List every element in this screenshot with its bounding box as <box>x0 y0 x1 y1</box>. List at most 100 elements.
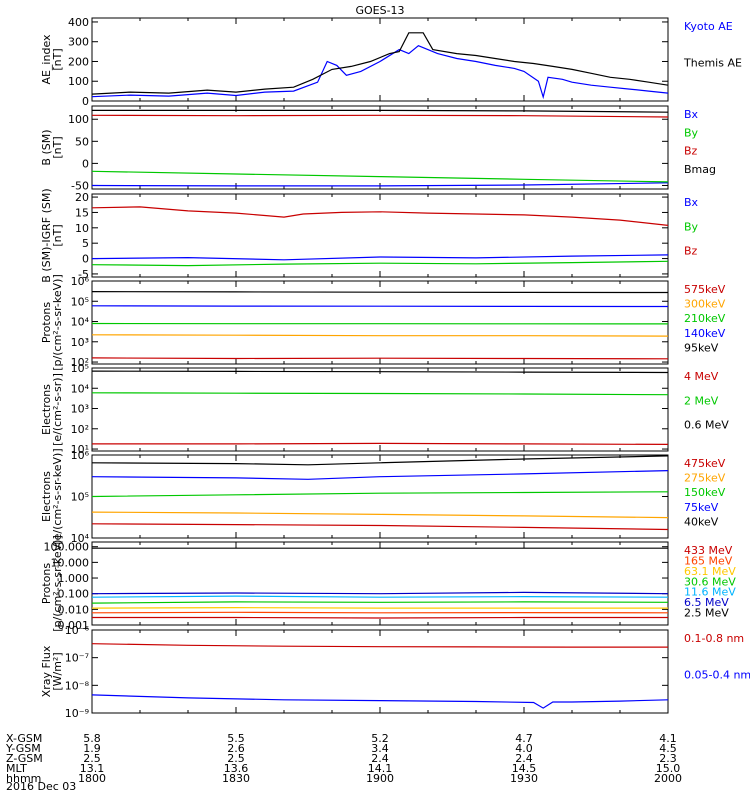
y-tick-label: 20 <box>75 191 89 204</box>
series-line-themis-ae <box>91 32 669 95</box>
footer-value: 2.5 <box>83 752 101 765</box>
legend-entry: 475keV <box>684 457 726 470</box>
chart-title: GOES-13 <box>355 4 404 17</box>
y-tick-label: 10³ <box>71 336 89 349</box>
legend-entry: 30.6 MeV <box>684 575 736 588</box>
y-tick-label: 10⁵ <box>71 362 89 375</box>
series-line-475kev <box>91 523 669 531</box>
series-line-30-6-mev <box>91 601 669 604</box>
series-line-by <box>91 260 669 267</box>
footer-value: 1.9 <box>83 742 101 755</box>
footer-value: 1830 <box>222 772 250 785</box>
series-line-95kev <box>91 291 669 294</box>
y-tick-label: -5 <box>78 268 89 281</box>
y-tick-label: 10⁵ <box>71 491 89 504</box>
y-tick-label: 100.000 <box>44 541 90 554</box>
y-tick-label: 10² <box>71 423 89 436</box>
y-tick-label: 100 <box>68 113 89 126</box>
y-tick-label: 10⁴ <box>71 382 90 395</box>
y-tick-label: 10⁶ <box>71 449 90 462</box>
y-axis-label: AE_index <box>40 34 53 85</box>
footer-row-name: MLT <box>6 762 27 775</box>
legend-entry: 0.6 MeV <box>684 419 729 432</box>
series-line-by <box>91 170 669 183</box>
series-line-kyoto-ae <box>91 45 669 100</box>
y-tick-label: 0.010 <box>58 603 90 616</box>
series-line-6-5-mev <box>91 591 669 595</box>
y-tick-label: -50 <box>71 179 89 192</box>
y-tick-label: 50 <box>75 135 89 148</box>
y-axis-label: [p/(cm²-s-sr-keV)] <box>51 274 64 371</box>
footer-value: 3.4 <box>371 742 389 755</box>
y-axis-label: [nT] <box>51 224 64 246</box>
footer-value: 4.1 <box>659 732 677 745</box>
footer-value: 1900 <box>366 772 394 785</box>
legend-entry: 6.5 MeV <box>684 596 729 609</box>
panel-7: 0.001 0.010 0.100 1.000 10.000 100.000 Protons… <box>40 535 736 632</box>
y-tick-label: 10⁴ <box>71 532 90 545</box>
footer-value: 15.0 <box>656 762 681 775</box>
y-tick-label: 0 <box>82 157 89 170</box>
legend-entry: Bx <box>684 196 699 209</box>
legend-entry: 150keV <box>684 486 726 499</box>
series-line-bx <box>91 254 669 261</box>
panel-6: 10⁴ 10⁵ 10⁶ Electrons[e/(cm²-s-sr-keV)] 475k… <box>40 448 726 545</box>
footer-value: 4.0 <box>515 742 533 755</box>
y-axis-label: Electrons <box>40 471 53 522</box>
y-axis-label: B (SM) <box>40 129 53 165</box>
series-line-40kev <box>91 455 669 466</box>
legend-entry: Bz <box>684 245 698 258</box>
y-tick-label: 15 <box>75 206 89 219</box>
series-line-bmag <box>92 109 669 113</box>
legend-entry: 210keV <box>684 312 726 325</box>
legend-entry: 95keV <box>684 341 719 354</box>
legend-entry: 300keV <box>684 298 726 311</box>
y-tick-label: 1.000 <box>58 572 90 585</box>
series-line-2-mev <box>91 392 669 396</box>
legend-entry: 75keV <box>684 501 719 514</box>
y-tick-label: 200 <box>68 55 89 68</box>
date-label: 2016 Dec 03 <box>6 780 76 793</box>
footer-value: 13.1 <box>80 762 105 775</box>
series-line-11-6-mev <box>91 595 669 598</box>
footer-value: 2.3 <box>659 752 677 765</box>
y-axis-label: Protons <box>40 302 53 343</box>
series-line-bx <box>91 182 669 187</box>
y-tick-label: 300 <box>68 36 89 49</box>
panel-frame <box>91 193 669 278</box>
y-tick-label: 10 <box>75 222 89 235</box>
legend-entry: 2 MeV <box>684 394 719 407</box>
series-line-75kev <box>91 470 669 480</box>
series-line-0-6-mev <box>91 370 669 374</box>
legend-entry: Bx <box>684 108 699 121</box>
series-line-0-05-0-4-nm <box>91 694 669 709</box>
footer-value: 1800 <box>78 772 106 785</box>
series-line-300kev <box>91 334 669 337</box>
y-axis-label: [nT] <box>51 136 64 158</box>
y-axis-label: [W/m²] <box>51 652 64 690</box>
y-tick-label: 0.100 <box>58 588 90 601</box>
y-tick-label: 10⁴ <box>71 316 90 329</box>
y-axis-label: [p/(cm²-s-sr-keV)] <box>51 535 64 632</box>
panel-5: 10¹ 10² 10³ 10⁴ 10⁵ Electrons[e/(cm²-s-sr)] 4 … <box>40 362 729 456</box>
series-line-bz <box>91 114 669 118</box>
panel-4: 10² 10³ 10⁴ 10⁵ 10⁶ Protons[p/(cm²-s-sr-keV)]… <box>40 274 726 371</box>
legend-entry: Themis AE <box>683 57 742 70</box>
y-tick-label: 10² <box>71 356 89 369</box>
footer-value: 13.6 <box>224 762 249 775</box>
panel-frame <box>91 17 669 102</box>
y-tick-label: 10⁵ <box>71 295 89 308</box>
legend-entry: By <box>684 220 699 233</box>
footer-row-name: X-GSM <box>6 732 42 745</box>
footer-value: 2000 <box>654 772 682 785</box>
legend-entry: 0.1-0.8 nm <box>684 632 744 645</box>
panel-frame <box>91 367 669 452</box>
y-tick-label: 100 <box>68 75 89 88</box>
series-line-0-1-0-8-nm <box>91 643 668 648</box>
footer-value: 14.5 <box>512 762 537 775</box>
y-axis-label: [e/(cm²-s-sr)] <box>51 373 64 446</box>
y-tick-label: 5 <box>82 237 89 250</box>
y-tick-label: 0 <box>82 95 89 108</box>
legend-entry: 40keV <box>684 515 719 528</box>
